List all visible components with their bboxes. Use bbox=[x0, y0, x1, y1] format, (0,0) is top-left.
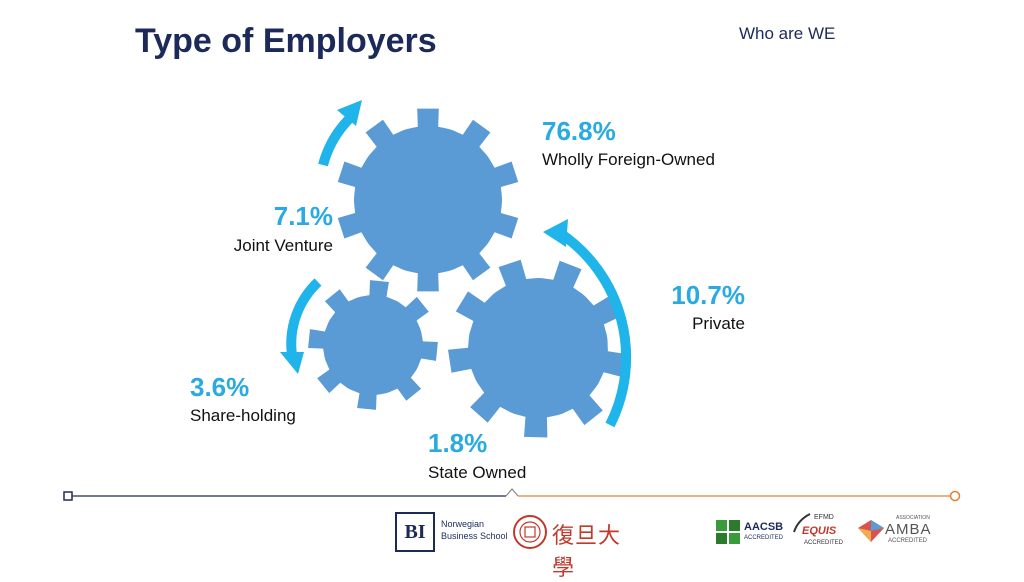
label-state-owned: State Owned bbox=[428, 463, 527, 482]
label-share-holding: Share-holding bbox=[190, 406, 296, 425]
arrow-left bbox=[280, 278, 322, 374]
aacsb-name: AACSB bbox=[744, 521, 784, 533]
arrow-top-left bbox=[318, 100, 362, 167]
gear-small bbox=[308, 280, 438, 410]
bi-logo: BI Norwegian Business School bbox=[395, 512, 515, 552]
aacsb-logo: AACSB ACCREDITED bbox=[716, 518, 786, 546]
section-tag: Who are WE bbox=[739, 24, 836, 43]
value-state-owned: 1.8% bbox=[428, 428, 488, 458]
amba-name: AMBA bbox=[885, 521, 932, 538]
equis-name: EQUIS bbox=[802, 525, 837, 537]
amba-diamond-icon bbox=[858, 520, 884, 542]
aacsb-mark-icon bbox=[716, 520, 740, 544]
bi-line1: Norwegian bbox=[441, 519, 485, 529]
bi-line2: Business School bbox=[441, 531, 508, 541]
gears-graphic bbox=[280, 100, 632, 438]
value-foreign-owned: 76.8% bbox=[542, 116, 616, 146]
bi-mark: BI bbox=[395, 512, 435, 552]
equis-logo: EFMD EQUIS ACCREDITED bbox=[790, 512, 850, 552]
label-joint-venture: Joint Venture bbox=[233, 236, 333, 255]
value-joint-venture: 7.1% bbox=[273, 201, 333, 231]
value-share-holding: 3.6% bbox=[190, 372, 250, 402]
fudan-logo: 復旦大學 bbox=[512, 513, 642, 581]
aacsb-sub: ACCREDITED bbox=[744, 535, 784, 541]
equis-top: EFMD bbox=[814, 514, 834, 521]
label-foreign-owned: Wholly Foreign-Owned bbox=[542, 150, 715, 169]
equis-swoosh-icon bbox=[793, 513, 811, 533]
amba-logo: ASSOCIATION AMBA ACCREDITED bbox=[858, 514, 938, 548]
fudan-seal-icon bbox=[513, 515, 547, 549]
fudan-name: 復旦大學 bbox=[552, 524, 622, 581]
amba-sub: ACCREDITED bbox=[888, 538, 928, 544]
gear-medium bbox=[448, 259, 628, 438]
gear-large bbox=[337, 108, 519, 292]
page-title: Type of Employers bbox=[135, 22, 437, 60]
equis-sub: ACCREDITED bbox=[804, 540, 844, 546]
footer-divider bbox=[63, 488, 961, 502]
amba-top: ASSOCIATION bbox=[896, 515, 930, 521]
gear-group bbox=[308, 108, 628, 438]
label-private: Private bbox=[692, 314, 745, 333]
value-private: 10.7% bbox=[671, 280, 745, 310]
arrow-right bbox=[543, 219, 632, 428]
